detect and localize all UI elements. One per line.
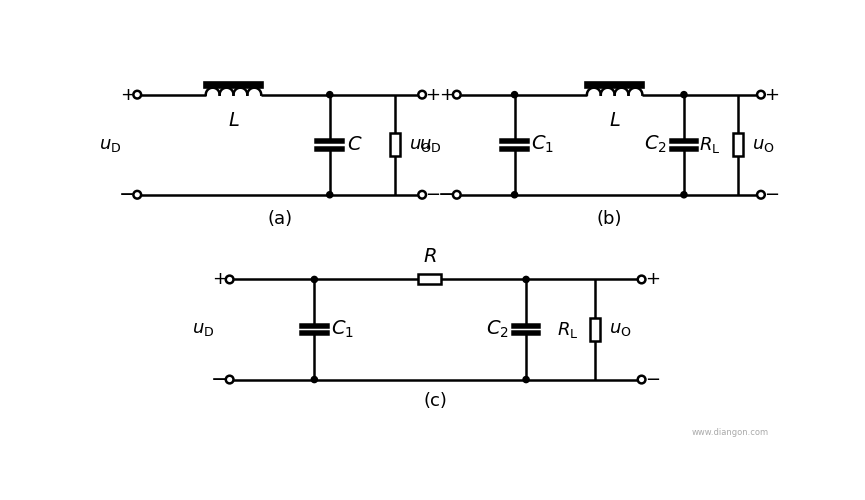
Circle shape — [226, 276, 234, 283]
Bar — [733, 133, 743, 156]
Text: (c): (c) — [424, 392, 447, 410]
Text: −: − — [644, 370, 660, 388]
Circle shape — [311, 276, 317, 282]
Text: $u_\mathrm{D}$: $u_\mathrm{D}$ — [192, 320, 215, 338]
Circle shape — [327, 92, 333, 98]
Circle shape — [523, 376, 529, 382]
Text: +: + — [426, 86, 440, 103]
Circle shape — [757, 191, 765, 198]
Circle shape — [681, 92, 687, 98]
Text: (a): (a) — [267, 210, 292, 228]
Circle shape — [133, 191, 141, 198]
Text: +: + — [439, 86, 454, 103]
Text: −: − — [211, 370, 228, 390]
Text: $R$: $R$ — [423, 248, 437, 266]
Text: $R_\mathrm{L}$: $R_\mathrm{L}$ — [700, 134, 721, 154]
Text: www.diangon.com: www.diangon.com — [691, 428, 769, 438]
Text: −: − — [438, 184, 456, 205]
Circle shape — [133, 91, 141, 98]
Text: $C$: $C$ — [347, 136, 362, 154]
Text: $C_1$: $C_1$ — [531, 134, 554, 156]
Circle shape — [453, 191, 461, 198]
Circle shape — [638, 376, 645, 384]
Text: +: + — [119, 86, 135, 103]
Circle shape — [327, 192, 333, 198]
Circle shape — [523, 276, 529, 282]
Text: $u_\mathrm{D}$: $u_\mathrm{D}$ — [419, 136, 441, 154]
Text: $u_\mathrm{O}$: $u_\mathrm{O}$ — [752, 136, 774, 154]
Text: +: + — [212, 270, 227, 288]
Text: $R_\mathrm{L}$: $R_\mathrm{L}$ — [557, 320, 579, 340]
Circle shape — [757, 91, 765, 98]
Circle shape — [638, 276, 645, 283]
Text: −: − — [764, 186, 779, 204]
Bar — [591, 318, 600, 341]
Text: $C_1$: $C_1$ — [331, 319, 355, 340]
Circle shape — [511, 92, 517, 98]
Text: $L$: $L$ — [609, 112, 620, 130]
Text: +: + — [645, 270, 660, 288]
Circle shape — [311, 376, 317, 382]
Circle shape — [419, 91, 426, 98]
Circle shape — [511, 192, 517, 198]
Circle shape — [226, 376, 234, 384]
Text: +: + — [764, 86, 779, 103]
Circle shape — [453, 91, 461, 98]
Text: $C_2$: $C_2$ — [486, 319, 509, 340]
Text: $C_2$: $C_2$ — [644, 134, 667, 156]
Circle shape — [419, 191, 426, 198]
Text: −: − — [119, 184, 136, 205]
Text: (b): (b) — [596, 210, 622, 228]
Bar — [390, 133, 400, 156]
Bar — [419, 274, 441, 284]
Text: $u_\mathrm{O}$: $u_\mathrm{O}$ — [609, 320, 632, 338]
Text: −: − — [426, 186, 440, 204]
Text: $u_\mathrm{D}$: $u_\mathrm{D}$ — [99, 136, 122, 154]
Text: $u_\mathrm{O}$: $u_\mathrm{O}$ — [409, 136, 432, 154]
Text: $L$: $L$ — [227, 112, 240, 130]
Circle shape — [681, 192, 687, 198]
